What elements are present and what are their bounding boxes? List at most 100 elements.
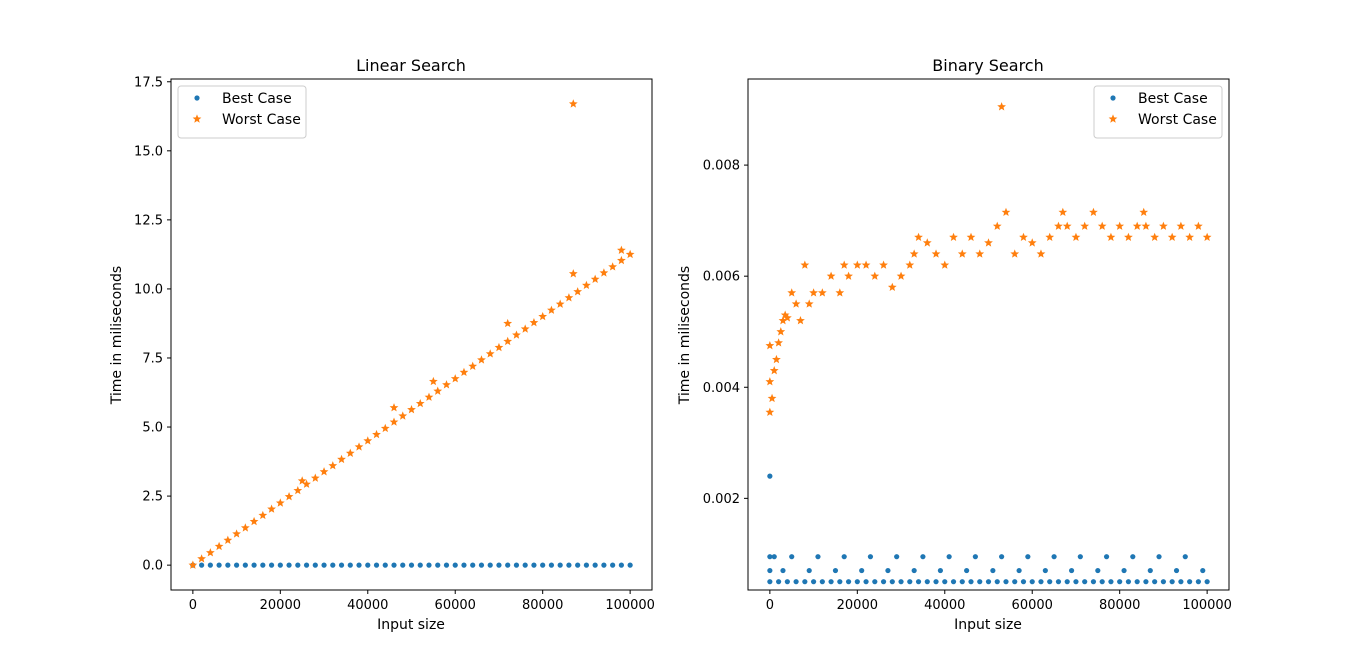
data-point — [859, 567, 865, 574]
data-point — [959, 579, 965, 585]
data-point — [767, 579, 773, 585]
data-point — [885, 567, 891, 574]
data-point — [485, 349, 495, 358]
data-point — [1012, 579, 1018, 585]
legend: Best Case Worst Case — [177, 85, 307, 139]
data-point — [949, 232, 958, 242]
legend-box — [1093, 85, 1223, 139]
data-point — [477, 355, 486, 364]
data-point — [994, 579, 1000, 585]
data-point — [771, 554, 777, 560]
x-tick-label: 0 — [766, 598, 774, 613]
data-point — [1108, 579, 1114, 585]
data-point — [197, 554, 206, 563]
data-point — [765, 341, 775, 350]
data-point — [496, 562, 502, 568]
data-point — [997, 102, 1006, 111]
data-point — [782, 313, 792, 322]
data-point — [400, 562, 406, 568]
data-point — [529, 318, 539, 327]
data-point — [1182, 554, 1188, 560]
plot-frame — [747, 78, 1230, 591]
data-point — [769, 366, 779, 375]
data-point — [1047, 579, 1053, 585]
legend: Best Case Worst Case — [1093, 85, 1223, 139]
data-point — [302, 479, 311, 488]
data-point — [487, 562, 493, 568]
data-point — [942, 579, 948, 585]
data-point — [933, 579, 939, 585]
data-point — [924, 579, 930, 585]
data-point — [780, 567, 786, 574]
data-point — [435, 562, 441, 568]
legend-label: Worst Case — [1138, 112, 1217, 128]
y-tick-label: 0.006 — [703, 270, 740, 285]
data-point — [784, 579, 790, 585]
x-tick-label: 100000 — [605, 598, 655, 613]
data-point — [896, 271, 906, 280]
data-point — [765, 377, 775, 386]
series-best-case — [190, 562, 633, 568]
series-worst-case — [765, 102, 1212, 416]
data-point — [531, 562, 537, 568]
y-tick-label: 5.0 — [142, 421, 163, 436]
data-point — [889, 579, 895, 585]
data-point — [590, 274, 600, 283]
data-point — [582, 280, 591, 290]
data-point — [915, 579, 922, 585]
data-point — [408, 562, 415, 568]
series-best-case — [767, 473, 1210, 585]
data-point — [1025, 554, 1031, 560]
ticks: 0 20000 40000 60000 80000 100000 0.002 0.004 0.0… — [703, 159, 1232, 613]
data-point — [233, 562, 240, 568]
data-point — [547, 305, 556, 314]
data-point — [957, 249, 967, 258]
data-point — [470, 562, 476, 568]
data-point — [966, 232, 976, 242]
data-point — [356, 562, 362, 568]
data-point — [1178, 579, 1184, 585]
data-point — [1077, 554, 1083, 560]
legend-marker — [1110, 95, 1116, 101]
data-point — [494, 342, 504, 352]
data-point — [328, 461, 338, 470]
data-point — [380, 423, 390, 433]
x-tick-label: 40000 — [347, 598, 388, 613]
data-point — [575, 562, 581, 568]
data-point — [776, 327, 786, 336]
data-point — [791, 299, 801, 308]
x-tick-label: 20000 — [260, 598, 301, 613]
data-point — [564, 293, 574, 302]
data-point — [398, 411, 408, 420]
data-point — [1121, 567, 1127, 574]
data-point — [520, 324, 530, 333]
data-point — [920, 554, 926, 560]
x-tick-label: 60000 — [1012, 598, 1053, 613]
data-point — [964, 567, 970, 574]
data-point — [618, 562, 624, 568]
data-point — [1167, 232, 1177, 242]
data-point — [1159, 221, 1168, 230]
y-axis-label: Time in miliseconds — [109, 266, 125, 405]
data-point — [617, 245, 626, 254]
data-point — [787, 288, 797, 297]
data-point — [937, 567, 944, 574]
data-point — [767, 567, 773, 574]
data-point — [207, 562, 213, 568]
data-point — [566, 562, 572, 568]
data-point — [872, 579, 878, 585]
data-point — [373, 562, 380, 568]
chart-title: Linear Search — [356, 56, 466, 75]
data-point — [887, 282, 897, 292]
data-point — [232, 529, 241, 538]
data-point — [863, 579, 869, 585]
data-point — [1003, 579, 1009, 585]
y-tick-label: 0.004 — [703, 381, 740, 396]
data-point — [1045, 232, 1055, 242]
data-point — [931, 249, 941, 258]
data-point — [767, 554, 773, 560]
data-point — [249, 516, 259, 526]
y-tick-label: 15.0 — [134, 144, 163, 159]
data-point — [242, 562, 248, 568]
